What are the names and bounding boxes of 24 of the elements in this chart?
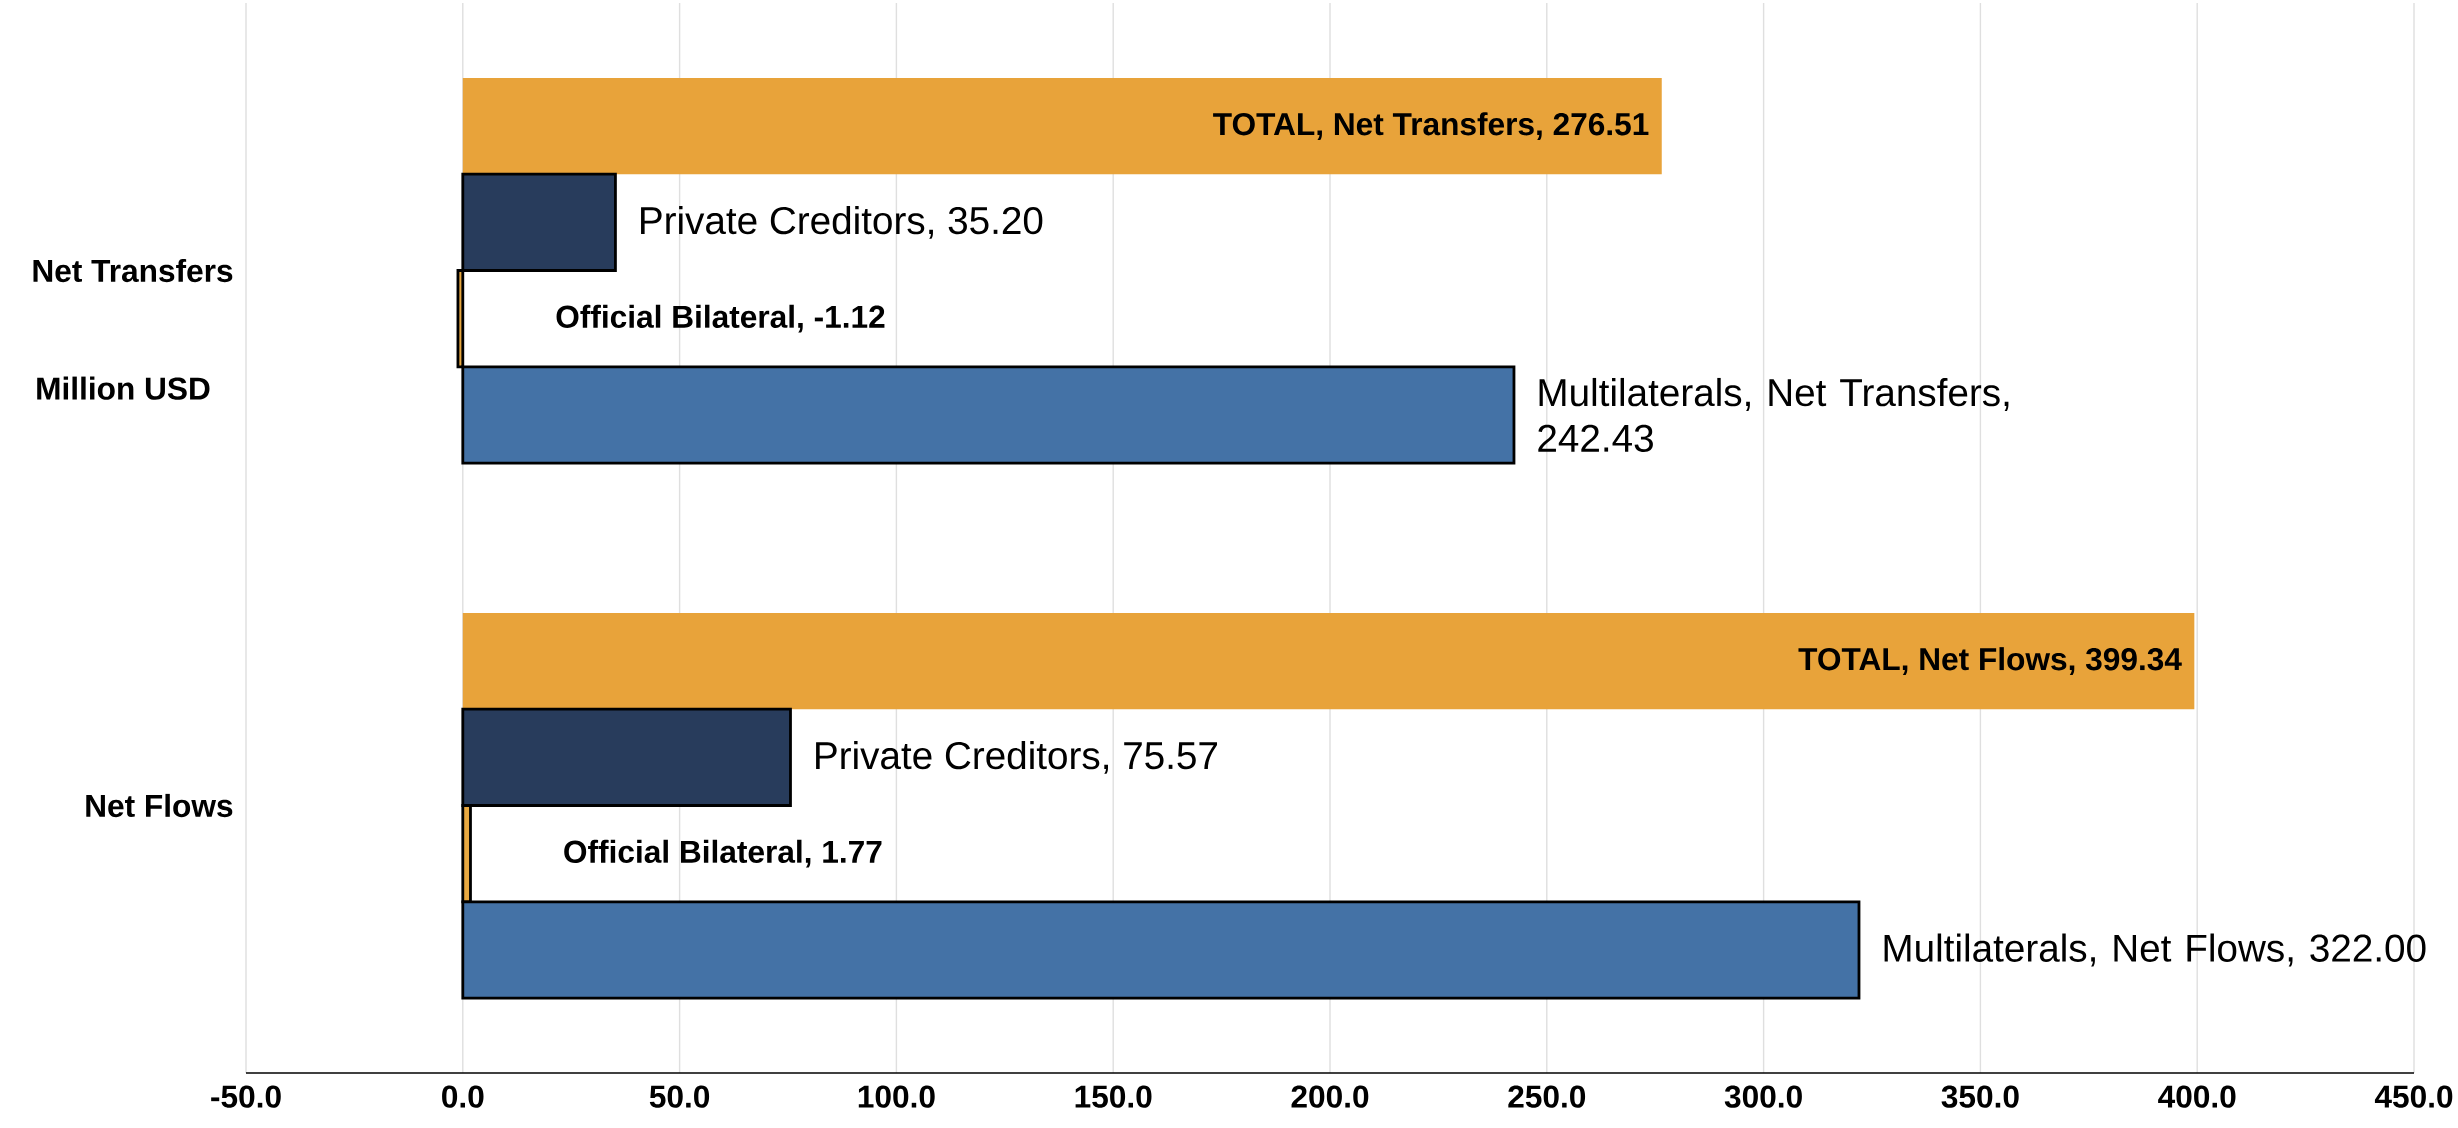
x-tick-label: 200.0	[1291, 1085, 1369, 1108]
x-tick-label: 450.0	[2374, 1085, 2453, 1108]
data-label: Multilaterals, Net Transfers, 242.43	[1538, 377, 2009, 453]
data-label: TOTAL, Net Transfers, 276.51	[1213, 112, 1649, 140]
x-tick-label: 300.0	[1724, 1085, 1802, 1108]
bar	[462, 612, 2195, 710]
data-label: Private Creditors, 75.57	[816, 740, 1218, 774]
x-tick-label: 100.0	[858, 1085, 935, 1108]
x-tick-label: 0.0	[442, 1085, 484, 1108]
y-axis-title: Million USD	[37, 376, 210, 400]
data-label: Private Creditors, 35.20	[641, 205, 1043, 239]
data-label: TOTAL, Net Flows, 399.34	[1798, 647, 2182, 675]
bar	[462, 77, 1662, 175]
x-tick-label: 150.0	[1075, 1085, 1152, 1108]
data-label: Official Bilateral, 1.77	[564, 839, 882, 868]
x-tick-label: 400.0	[2158, 1085, 2236, 1108]
y-tick-label: Net Flows	[86, 793, 233, 818]
y-tick-label: Net Transfers	[33, 258, 233, 283]
x-tick-label: 50.0	[649, 1085, 710, 1108]
x-tick-label: 250.0	[1508, 1085, 1586, 1108]
x-tick-label: -50.0	[211, 1085, 281, 1108]
data-label: Multilaterals, Net Flows, 322.00	[1884, 933, 2426, 967]
data-label: Official Bilateral, -1.12	[556, 304, 885, 333]
x-tick-label: 350.0	[1941, 1085, 2019, 1108]
